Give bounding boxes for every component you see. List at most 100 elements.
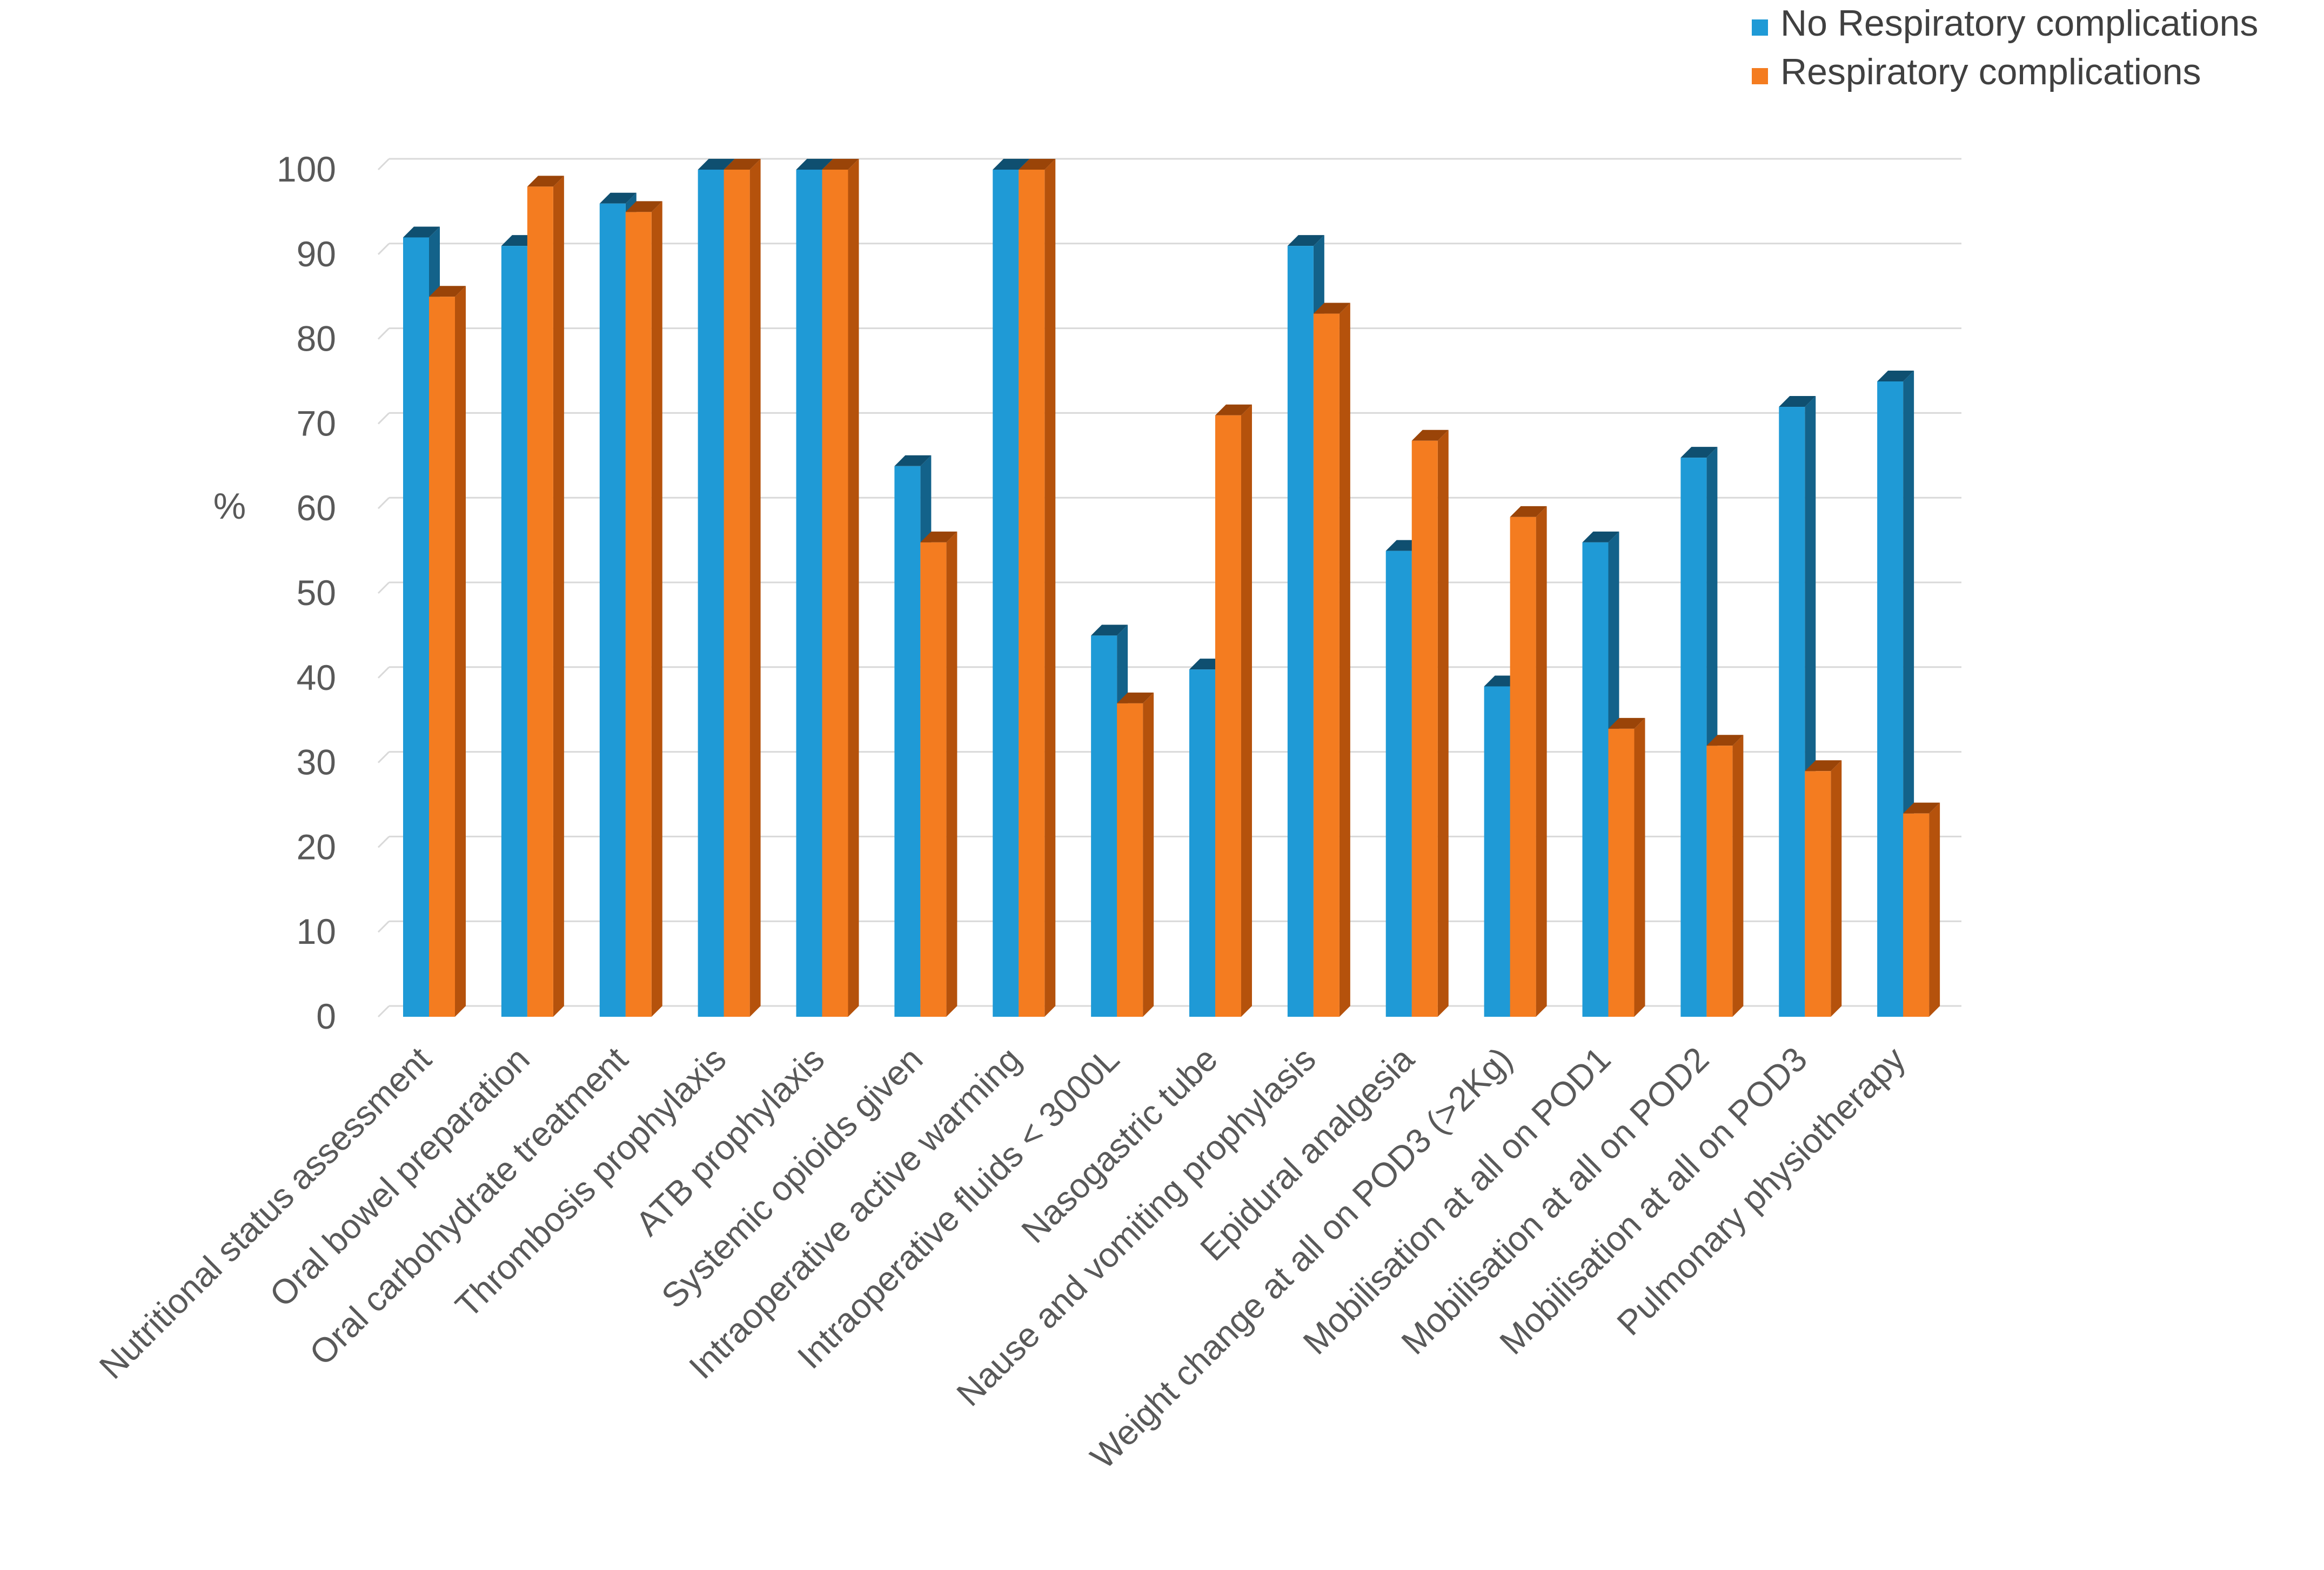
legend-label-1: No Respiratory complications (1780, 3, 2258, 44)
bar-side (1929, 802, 1940, 1017)
bar-top (1608, 717, 1645, 729)
gridline-depth-100 (377, 158, 390, 171)
bar-top (1706, 735, 1744, 746)
bar-front (1411, 440, 1438, 1017)
bar-resp-7 (1019, 159, 1056, 1017)
bar-front (1680, 458, 1707, 1017)
bar-top (1019, 159, 1056, 170)
bar-front (1313, 313, 1340, 1017)
bar-front (625, 212, 652, 1017)
bar-top (993, 159, 1030, 170)
gridline-depth-70 (377, 412, 390, 425)
gridline-depth-50 (377, 581, 390, 594)
bar-resp-13 (1608, 717, 1645, 1017)
bar-front (1484, 686, 1510, 1017)
bar-front (993, 170, 1019, 1017)
bar-front (1903, 813, 1930, 1017)
bar-side (1536, 506, 1547, 1017)
bar-side (1241, 404, 1252, 1017)
y-tick-label: 80 (297, 319, 336, 359)
bar-resp-14 (1706, 735, 1744, 1017)
bars (403, 159, 1940, 1017)
x-category-label: Nause and vomiting prophylasis (949, 1039, 1323, 1413)
bar-resp-5 (822, 159, 859, 1017)
bar-front (1608, 728, 1635, 1017)
bar-side (1437, 430, 1449, 1017)
bar-front (501, 246, 527, 1017)
gridline-depth-0 (377, 1005, 390, 1018)
y-tick-label: 20 (297, 827, 336, 867)
bar-side (455, 286, 466, 1017)
bar-top (894, 455, 932, 466)
y-axis-label: % (213, 486, 246, 527)
gridline-depth-80 (377, 327, 390, 340)
bar-resp-16 (1903, 802, 1940, 1017)
bar-front (1582, 542, 1609, 1017)
bar-side (1831, 760, 1842, 1017)
y-tick-label: 0 (316, 996, 336, 1036)
bar-top (1805, 760, 1842, 771)
bar-top (1779, 396, 1816, 407)
bar-top (429, 286, 466, 297)
bar-top (1877, 371, 1914, 381)
bar-resp-4 (724, 159, 761, 1017)
bar-front (403, 237, 429, 1017)
bar-top (1510, 506, 1547, 517)
bar-front (894, 466, 921, 1017)
bar-top (527, 176, 564, 187)
bar-top (625, 201, 662, 212)
bar-top (724, 159, 761, 170)
bar-top (599, 192, 637, 204)
bar-front (527, 186, 553, 1017)
bar-front (698, 170, 724, 1017)
bar-side (1143, 692, 1154, 1017)
gridline-depth-10 (377, 921, 390, 933)
bar-top (822, 159, 859, 170)
bar-resp-9 (1215, 404, 1252, 1017)
bar-front (1287, 246, 1314, 1017)
y-axis: 0 10 20 30 40 50 60 70 80 90 100 (277, 149, 336, 1036)
bar-resp-6 (920, 531, 957, 1017)
gridline-depth-20 (377, 836, 390, 848)
bar-resp-10 (1313, 303, 1350, 1017)
bar-side (848, 159, 859, 1017)
bar-side (1339, 303, 1350, 1017)
bar-front (822, 170, 848, 1017)
y-tick-label: 90 (297, 234, 336, 274)
bar-resp-12 (1510, 506, 1547, 1017)
y-tick-label: 50 (297, 573, 336, 613)
bar-top (403, 226, 440, 238)
bar-top (1287, 235, 1324, 246)
bar-front (429, 297, 455, 1017)
bar-front (1091, 635, 1117, 1017)
bar-top (1313, 303, 1350, 314)
y-tick-label: 30 (297, 742, 336, 782)
bar-front (599, 203, 626, 1017)
bar-top (1582, 531, 1619, 542)
bar-top (1215, 404, 1252, 415)
bar-front (1805, 771, 1831, 1017)
bar-side (749, 159, 761, 1017)
bar-front (724, 170, 750, 1017)
y-tick-label: 100 (277, 149, 336, 189)
gridline-depth-90 (377, 243, 390, 255)
bar-front (796, 170, 822, 1017)
legend: No Respiratory complications Respiratory … (1752, 3, 2258, 92)
bar-side (1634, 717, 1645, 1017)
y-tick-label: 10 (297, 911, 336, 951)
bar-resp-11 (1411, 430, 1449, 1017)
bar-side (553, 176, 564, 1017)
gridline-depth-40 (377, 666, 390, 679)
legend-label-2: Respiratory complications (1780, 51, 2201, 92)
bar-front (1706, 746, 1733, 1017)
bar-top (920, 531, 957, 542)
bar-resp-1 (429, 286, 466, 1017)
bar-front (1189, 669, 1215, 1017)
bar-top (1091, 625, 1128, 636)
bar-side (1044, 159, 1056, 1017)
bar-resp-2 (527, 176, 564, 1017)
gridline-depth-30 (377, 751, 390, 763)
bar-front (1510, 516, 1536, 1017)
